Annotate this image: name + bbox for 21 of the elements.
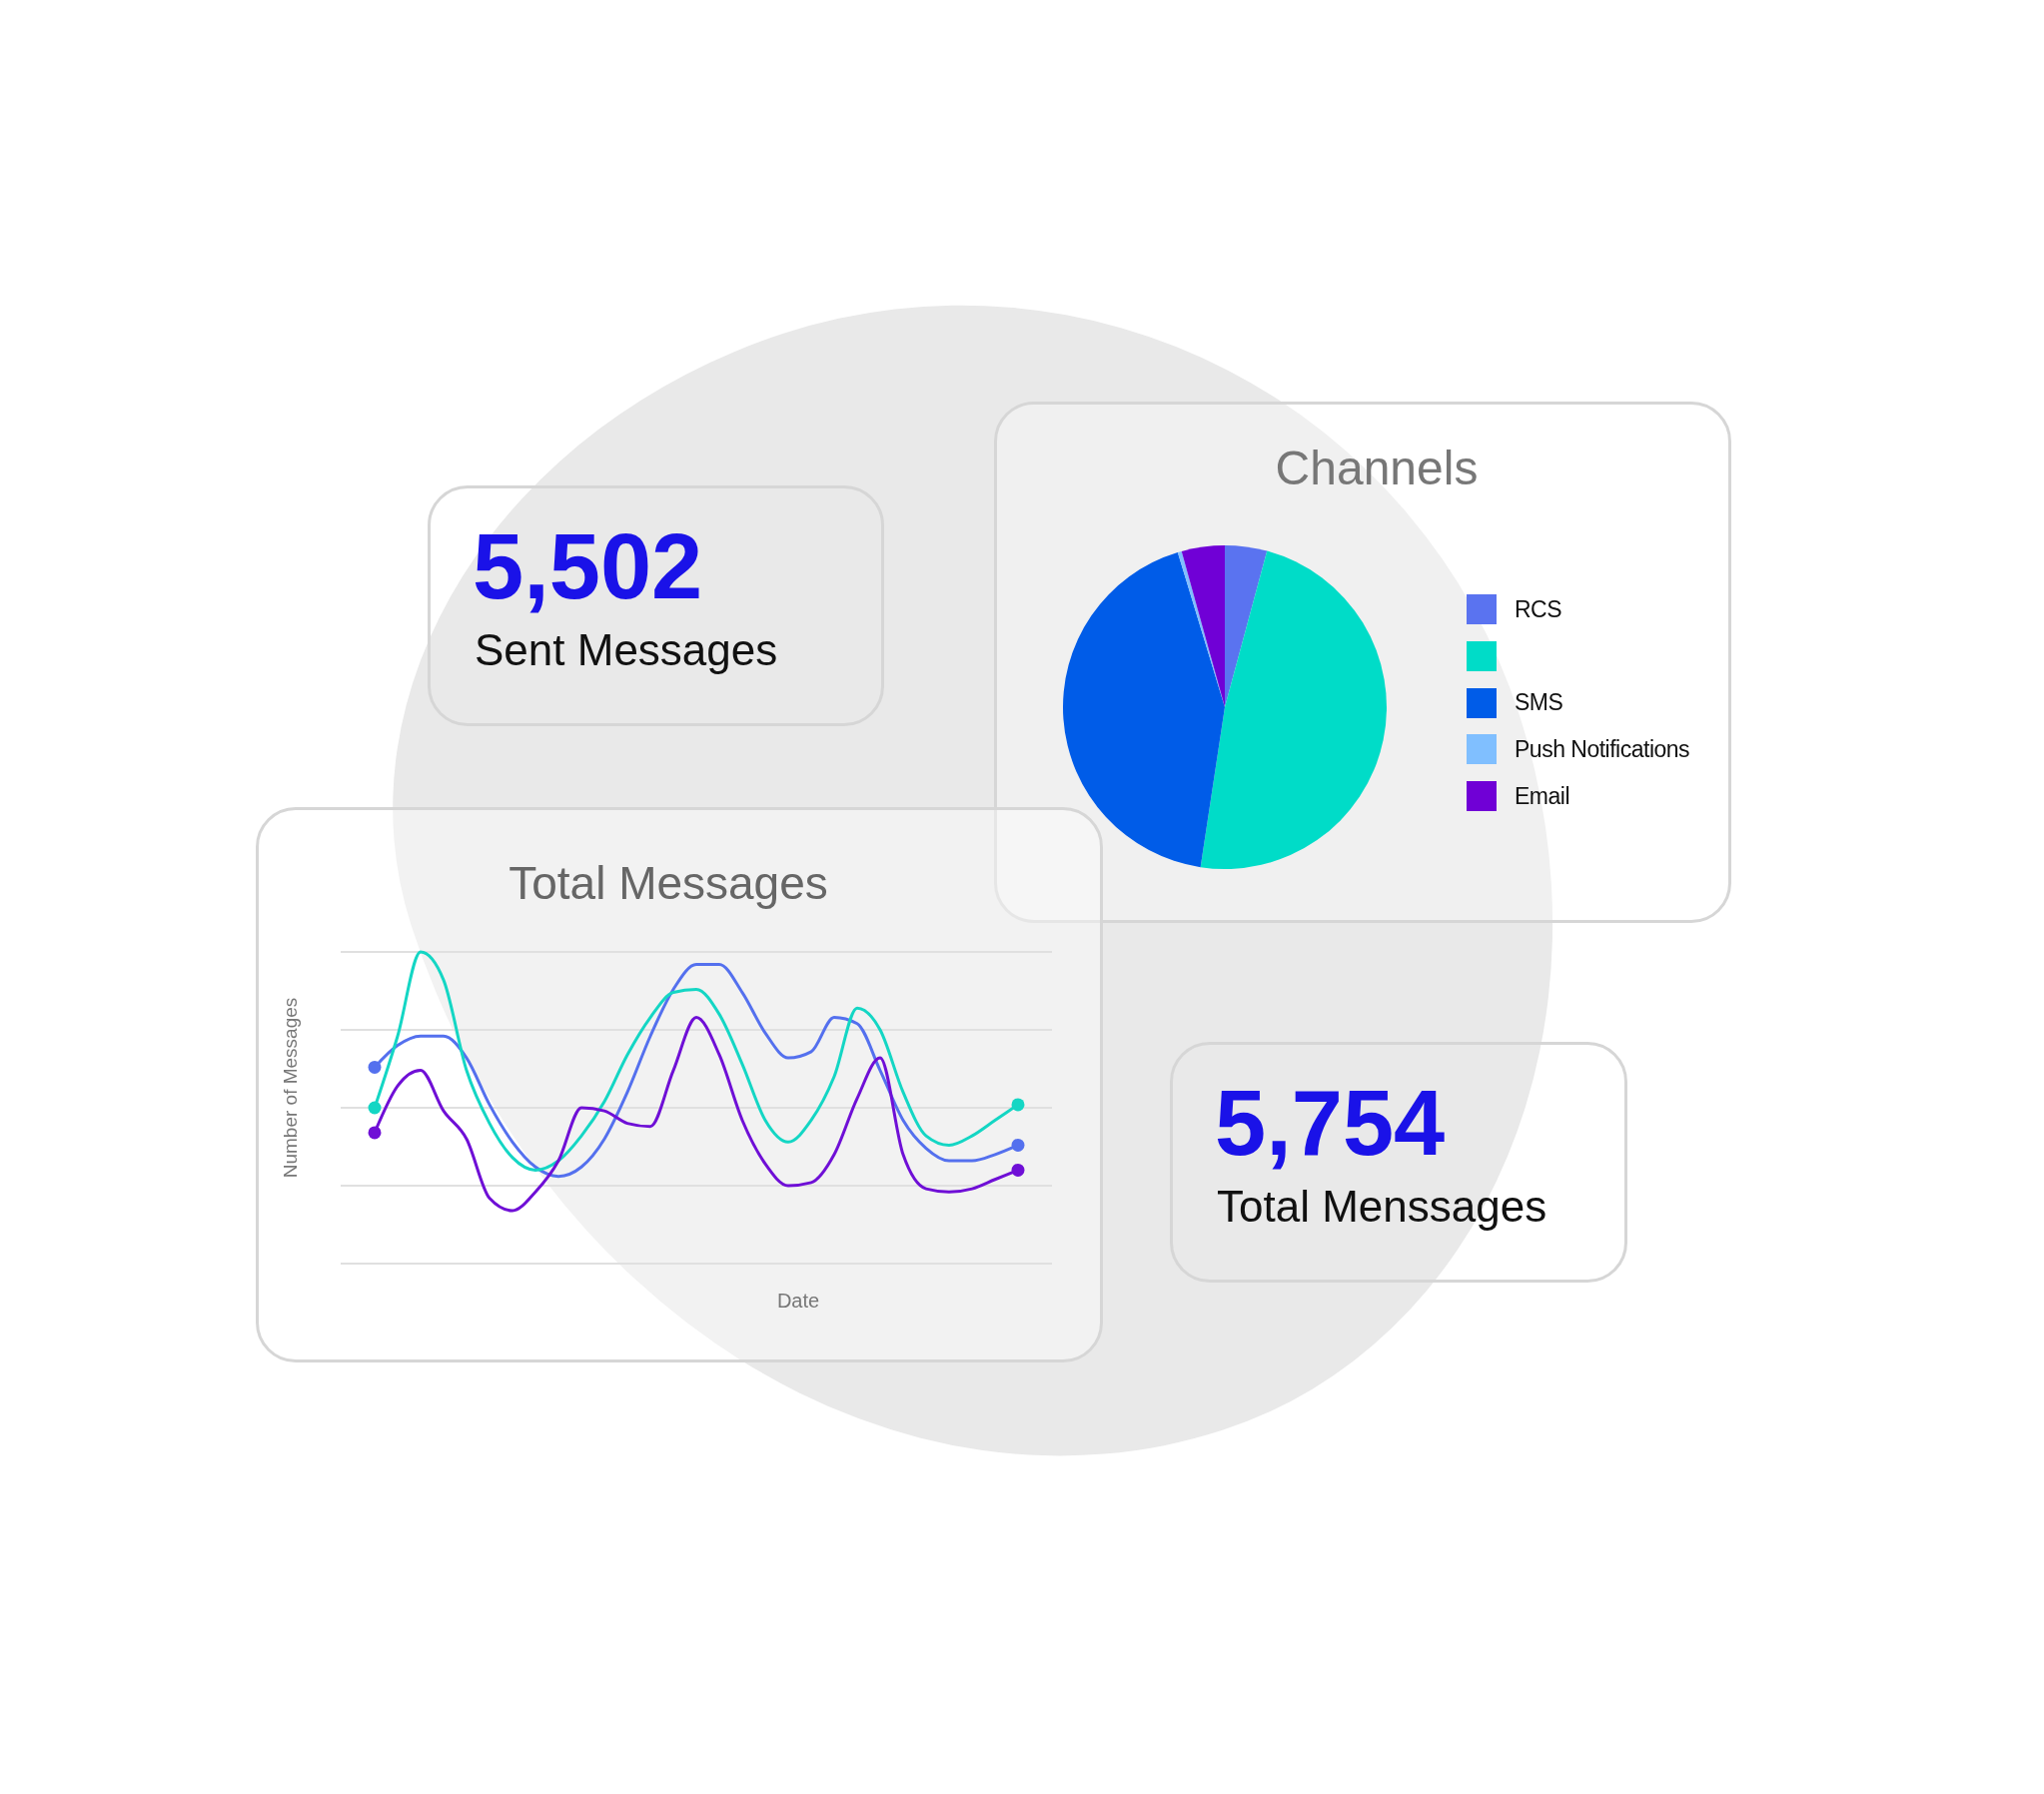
pie-slice bbox=[1063, 552, 1225, 868]
legend-label: Email bbox=[1515, 782, 1570, 810]
point bbox=[368, 1060, 382, 1074]
text: Total Menssages bbox=[1217, 1182, 1547, 1231]
legend-label: Push Notifications bbox=[1515, 735, 1690, 763]
text: 5,502 bbox=[473, 515, 703, 617]
point bbox=[368, 1126, 382, 1140]
point bbox=[1011, 1098, 1025, 1112]
point bbox=[1011, 1163, 1025, 1177]
legend-label: RCS bbox=[1515, 595, 1562, 623]
text: 5,754 bbox=[1215, 1072, 1446, 1174]
point bbox=[368, 1101, 382, 1115]
pie-slice bbox=[1200, 550, 1387, 869]
legend-label: SMS bbox=[1515, 689, 1563, 717]
point bbox=[1011, 1138, 1025, 1152]
pie-slice bbox=[1225, 545, 1268, 707]
y-axis-title: Number of Messages bbox=[280, 997, 302, 1179]
chart-title: Channels bbox=[1274, 441, 1480, 495]
x-axis-title: Date bbox=[775, 1290, 821, 1313]
chart-title: Total Messages bbox=[508, 856, 829, 910]
text: Sent Messages bbox=[475, 625, 778, 674]
